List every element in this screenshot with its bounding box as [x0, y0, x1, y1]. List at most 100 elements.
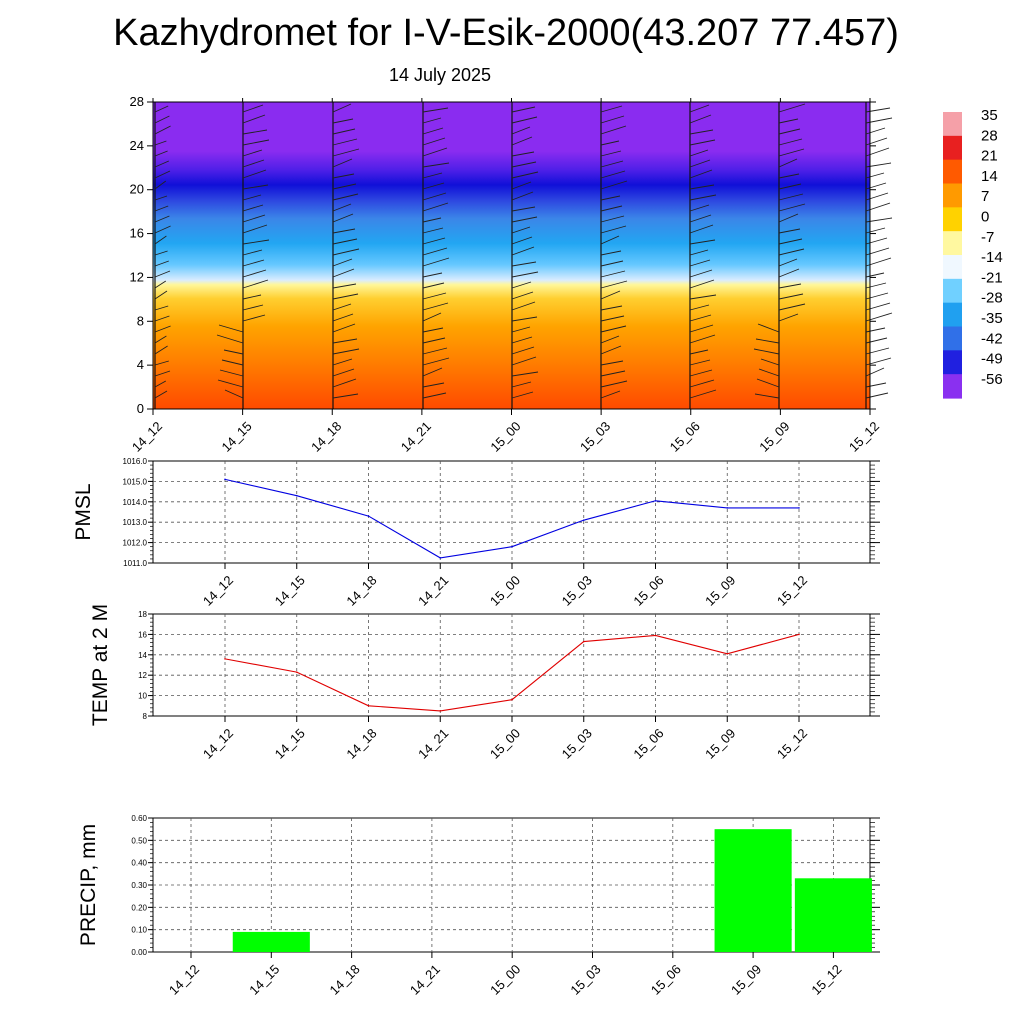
- colorbar-segment: [943, 255, 962, 280]
- profile-xtick-label: 15_12: [846, 419, 882, 455]
- wind-barb-tick: [332, 348, 360, 355]
- temp2m-ytick-label: 14: [138, 651, 147, 660]
- colorbar-label: -56: [981, 371, 1003, 388]
- pmsl-point: [224, 478, 226, 481]
- wind-barb-tick: [511, 281, 532, 289]
- wind-barb-tick: [757, 323, 780, 333]
- wind-barb-tick: [511, 136, 533, 146]
- wind-barb-tick: [154, 390, 168, 399]
- temp2m-point: [798, 633, 800, 636]
- precip-xtick-label: 15_00: [487, 962, 523, 998]
- colorbar-segment: [943, 326, 962, 351]
- colorbar-label: 7: [981, 188, 989, 205]
- wind-barb-tick: [242, 304, 264, 311]
- colorbar-label: -7: [981, 229, 994, 246]
- colorbar-label: 28: [981, 127, 998, 144]
- pmsl-xtick-label: 14_18: [343, 573, 379, 609]
- wind-barb-tick: [332, 228, 356, 234]
- temp2m-point: [439, 710, 442, 712]
- wind-barb-tick: [689, 259, 711, 267]
- wind-barb-tick: [154, 160, 169, 168]
- wind-barb-tick: [778, 128, 801, 135]
- precip-bar: [714, 829, 792, 952]
- pmsl-point: [367, 515, 370, 517]
- temp2m-ytick-label: 16: [138, 630, 147, 639]
- pmsl-ytick-label: 1012.0: [123, 539, 148, 548]
- wind-barb-tick: [778, 193, 804, 201]
- precip-xtick-label: 14_12: [166, 962, 202, 998]
- wind-barb-tick: [778, 203, 806, 212]
- wind-barb-tick: [422, 392, 447, 399]
- wind-barb-tick: [865, 282, 887, 289]
- wind-barb-tick: [689, 149, 709, 157]
- wind-barb-tick: [242, 294, 262, 300]
- wind-barb-tick: [242, 194, 262, 201]
- wind-barb-tick: [154, 180, 167, 190]
- wind-barb-tick: [422, 137, 446, 146]
- wind-barb-tick: [422, 367, 443, 377]
- wind-barb-tick: [778, 248, 805, 256]
- profile-ytick-label: 20: [130, 182, 144, 197]
- wind-barb-tick: [154, 105, 169, 113]
- wind-barb-tick: [422, 107, 449, 113]
- precip-ytick-label: 0.20: [131, 903, 147, 912]
- colorbar-segment: [943, 231, 962, 256]
- wind-barb-tick: [422, 202, 449, 212]
- wind-barb-tick: [422, 192, 447, 201]
- wind-barb-tick: [224, 389, 244, 399]
- colorbar-label: -49: [981, 351, 1003, 368]
- wind-barb-tick: [778, 183, 802, 190]
- wind-barb-tick: [511, 371, 539, 377]
- profile-ytick-label: 0: [137, 401, 144, 416]
- precip-xtick-label: 14_18: [327, 962, 363, 998]
- wind-barb-tick: [511, 336, 533, 344]
- wind-barb-tick: [689, 294, 717, 300]
- pmsl-panel: 1011.0 1012.0 1013.0 1014.0 1015.0 1016.0 14_1…: [72, 457, 880, 609]
- wind-barb-tick: [422, 247, 448, 256]
- wind-barb-tick: [689, 169, 713, 179]
- wind-barb-tick: [778, 303, 806, 311]
- profile-xtick-label: 14_18: [308, 419, 344, 455]
- wind-barb-tick: [332, 358, 353, 366]
- wind-barb-tick: [600, 315, 625, 322]
- wind-barb-tick: [332, 293, 359, 300]
- profile-xtick-label: 15_03: [577, 419, 613, 455]
- wind-barb-tick: [332, 338, 358, 344]
- wind-barb-tick: [689, 249, 709, 256]
- wind-barb-tick: [154, 150, 168, 157]
- chart-subtitle: 14 July 2025: [388, 65, 492, 85]
- wind-barb-tick: [422, 312, 442, 322]
- wind-barb-tick: [753, 348, 780, 355]
- temp2m-ytick-label: 8: [143, 712, 148, 721]
- wind-barb-tick: [332, 103, 352, 113]
- wind-barb-tick: [600, 370, 626, 377]
- pmsl-point: [511, 545, 513, 548]
- wind-barb-tick: [242, 129, 268, 135]
- wind-barb-tick: [154, 280, 167, 289]
- precip-ytick-label: 0.30: [131, 881, 147, 890]
- wind-barb-tick: [778, 148, 805, 157]
- pmsl-point: [798, 507, 800, 509]
- precip-xtick-label: 15_09: [728, 962, 764, 998]
- wind-barb-tick: [332, 213, 354, 223]
- wind-barb-tick: [689, 334, 716, 344]
- temp2m-point: [295, 671, 298, 673]
- wind-barb-tick: [154, 345, 168, 355]
- wind-barb-tick: [332, 313, 354, 322]
- wind-barb-tick: [221, 359, 244, 366]
- profile-ytick-label: 4: [137, 357, 144, 372]
- colorbar-label: -35: [981, 310, 1003, 327]
- wind-barb-tick: [332, 248, 360, 256]
- pmsl-ytick-label: 1014.0: [123, 498, 148, 507]
- profile-xtick-label: 14_21: [398, 419, 434, 455]
- precip-ytick-label: 0.40: [131, 859, 147, 868]
- wind-barb-tick: [865, 327, 886, 333]
- wind-barb-tick: [154, 305, 169, 311]
- wind-barb-tick: [154, 360, 169, 366]
- wind-barb-tick: [778, 283, 802, 289]
- wind-barb-tick: [865, 182, 887, 190]
- pmsl-point: [654, 499, 657, 502]
- pmsl-ylabel: PMSL: [72, 483, 95, 540]
- wind-barb-tick: [600, 325, 627, 333]
- wind-barb-tick: [242, 224, 268, 234]
